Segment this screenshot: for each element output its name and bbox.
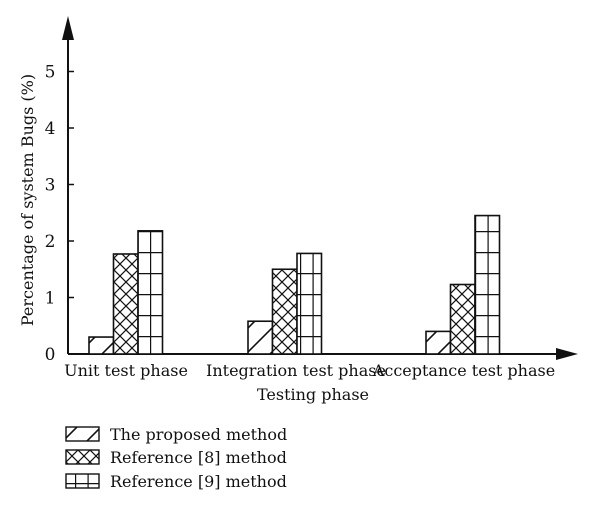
- bar: [425, 330, 452, 355]
- legend-label: Reference [8] method: [110, 448, 287, 467]
- y-tick-label: 5: [45, 63, 56, 83]
- bars: [88, 214, 501, 355]
- legend-label: Reference [9] method: [110, 472, 287, 491]
- legend-swatch: [65, 449, 100, 465]
- category-label: Acceptance test phase: [372, 361, 555, 380]
- legend: The proposed method Reference [8] method R…: [65, 425, 287, 491]
- bar: [296, 252, 323, 355]
- legend-label: The proposed method: [110, 425, 287, 444]
- x-axis-label: Testing phase: [257, 385, 369, 404]
- bar: [247, 320, 274, 355]
- category-labels: Unit test phase Integration test phaseAcc…: [64, 361, 555, 380]
- bar: [271, 268, 298, 355]
- y-tick-label: 1: [45, 289, 56, 309]
- y-tick-label: 0: [45, 345, 56, 365]
- x-axis-arrow: [556, 348, 578, 360]
- category-label: Integration test phase: [206, 361, 386, 380]
- y-tick-label: 4: [45, 119, 56, 139]
- bar: [88, 336, 115, 355]
- legend-swatch: [65, 426, 100, 442]
- bar: [137, 230, 164, 355]
- bar: [449, 283, 476, 355]
- y-ticks: 0 1 2 3 4 5: [45, 63, 74, 365]
- y-tick-label: 2: [45, 232, 56, 252]
- y-tick-label: 3: [45, 176, 56, 196]
- y-axis-label: Percentage of system Bugs (%): [18, 74, 37, 326]
- bar: [112, 253, 139, 355]
- legend-swatch: [65, 473, 100, 489]
- bar: [474, 214, 501, 355]
- category-label: Unit test phase: [64, 361, 188, 380]
- y-axis-arrow: [62, 16, 74, 40]
